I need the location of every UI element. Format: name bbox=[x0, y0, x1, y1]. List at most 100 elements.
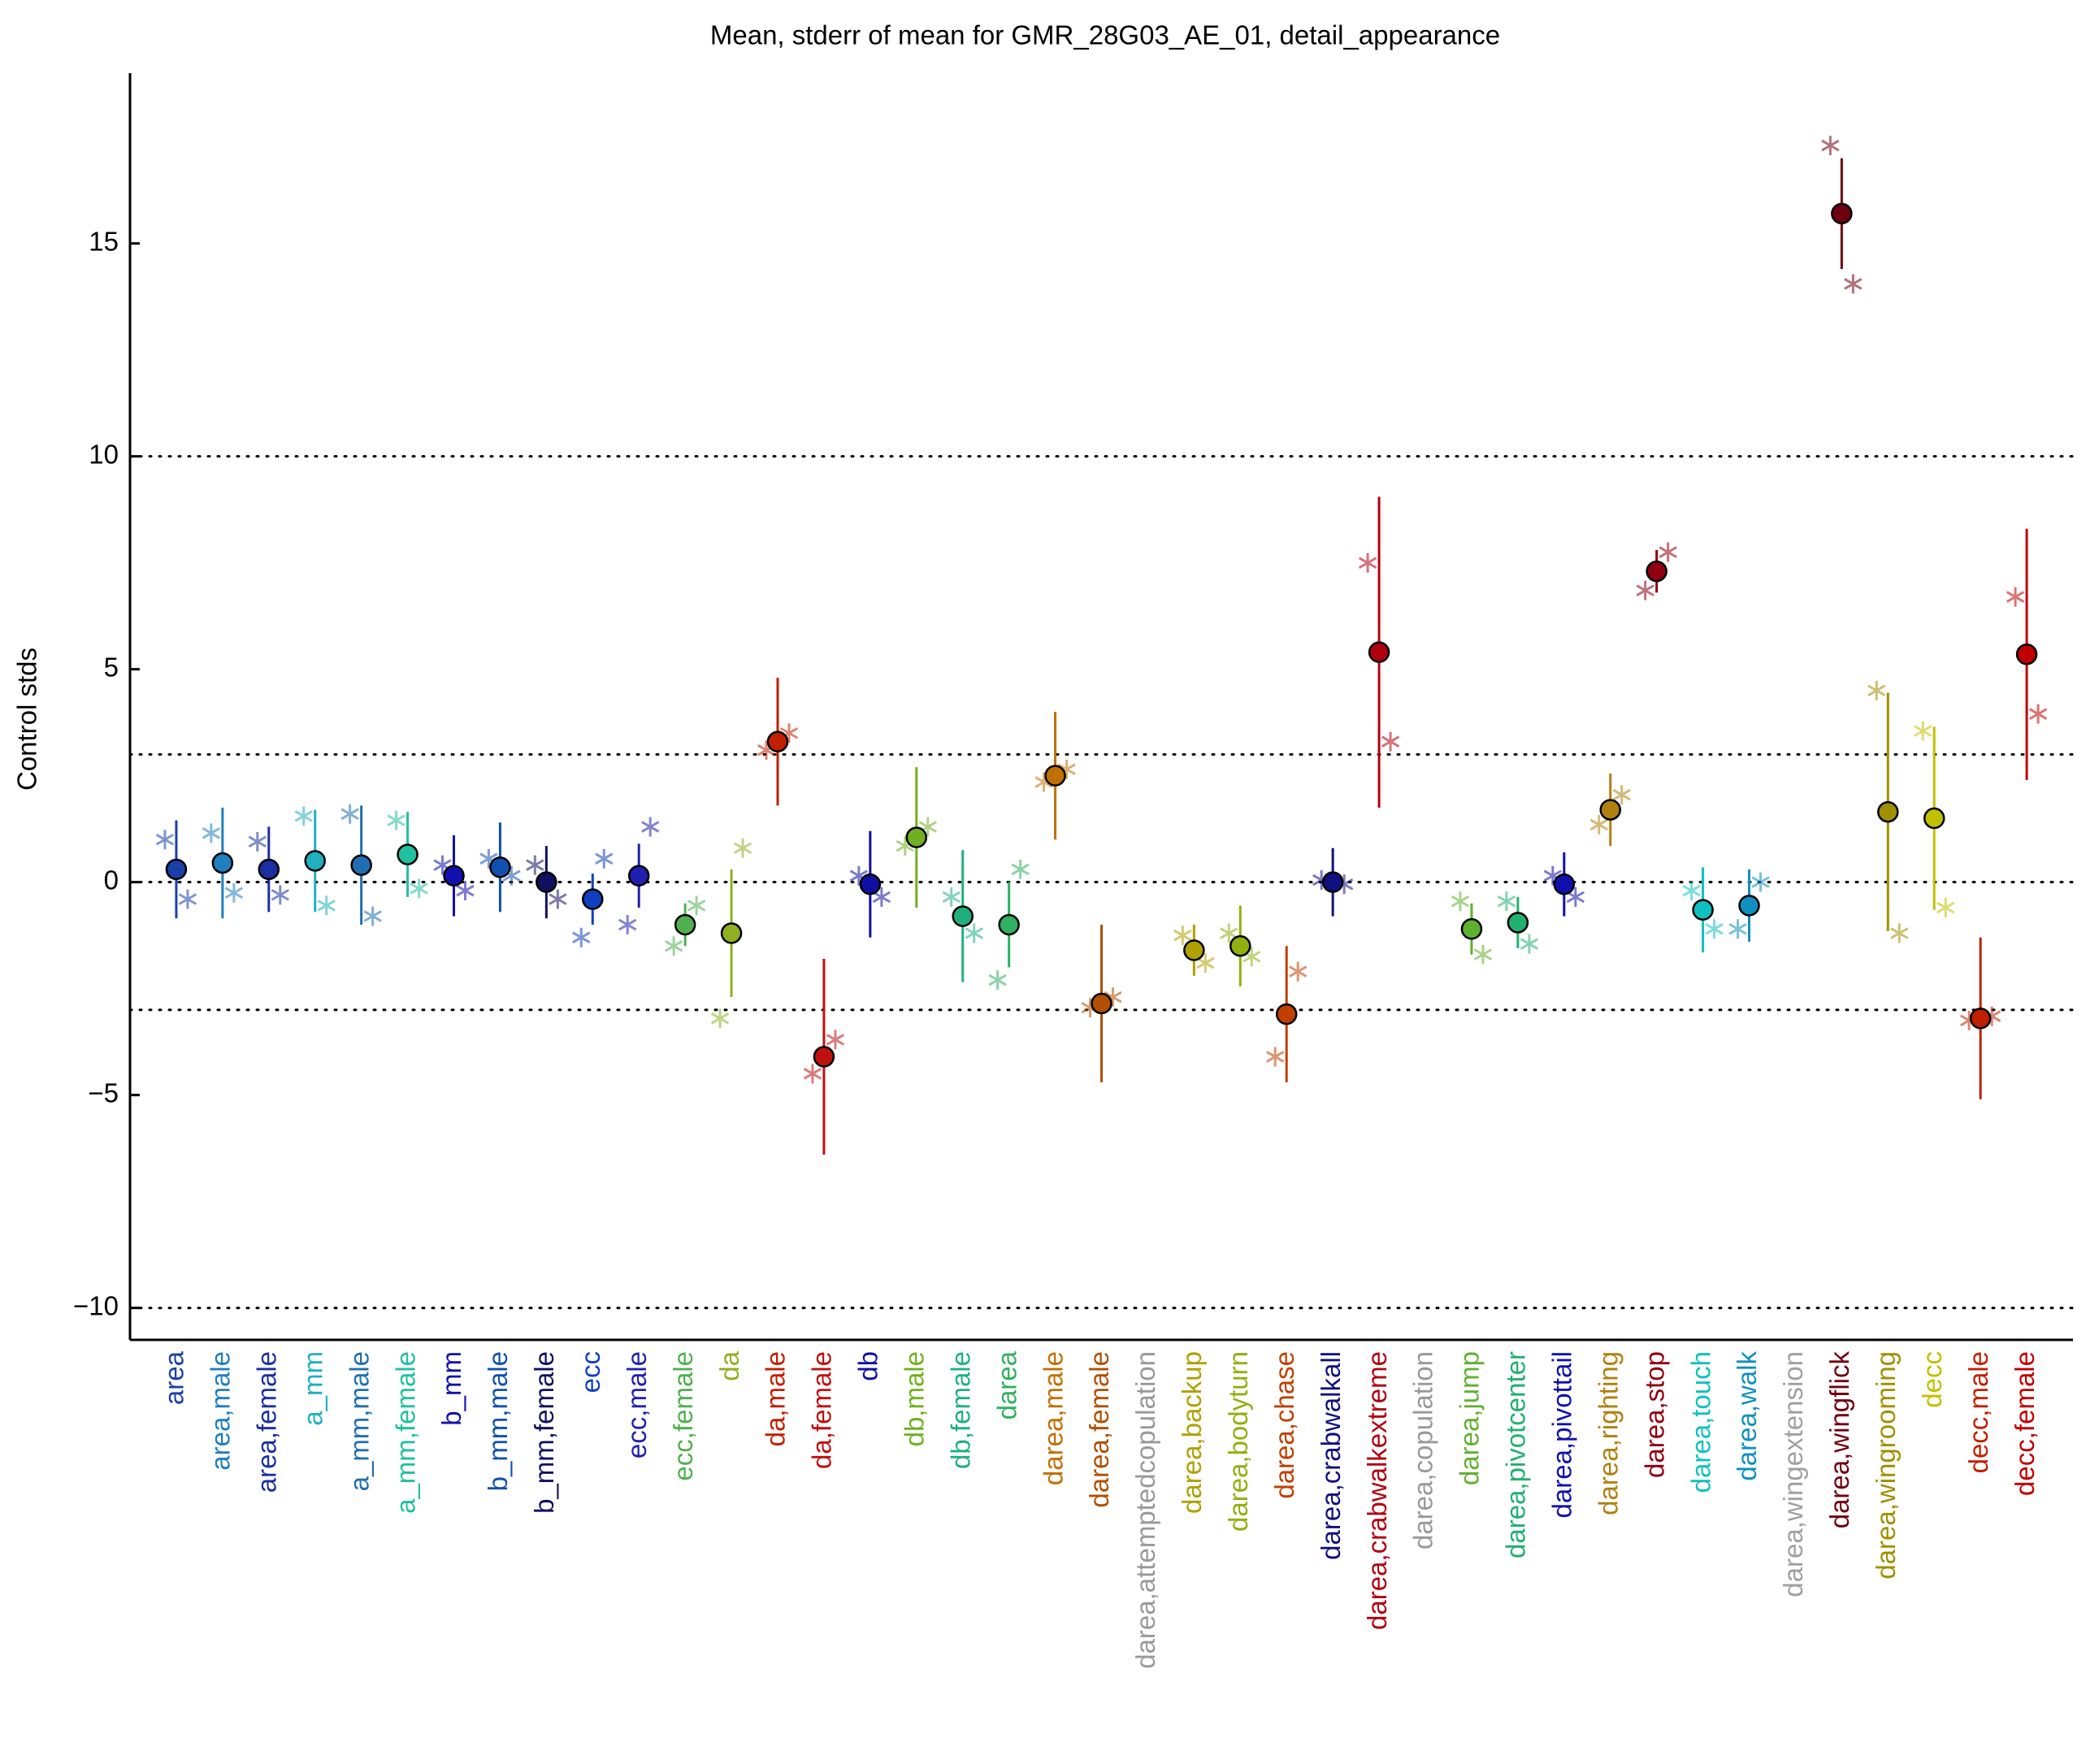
x-tick-label: da bbox=[714, 1350, 744, 1380]
star-marker bbox=[202, 823, 221, 843]
star-marker bbox=[2006, 587, 2025, 607]
y-tick-label: 10 bbox=[89, 439, 119, 469]
mean-marker bbox=[211, 852, 234, 874]
mean-marker bbox=[905, 826, 928, 848]
star-marker bbox=[965, 923, 983, 943]
mean-marker bbox=[1044, 765, 1066, 787]
mean-marker bbox=[1183, 939, 1205, 961]
y-axis-label: Control stds bbox=[12, 648, 42, 791]
star-marker bbox=[363, 906, 382, 926]
x-tick-label: ecc bbox=[575, 1351, 605, 1393]
star-marker bbox=[1844, 274, 1863, 294]
star-marker bbox=[988, 970, 1007, 990]
star-marker bbox=[1358, 553, 1377, 573]
star-marker bbox=[803, 1064, 822, 1084]
x-tick-label: a_mm,female bbox=[390, 1351, 420, 1514]
star-marker bbox=[710, 1008, 730, 1029]
x-tick-label: darea,pivottail bbox=[1547, 1351, 1577, 1518]
mean-marker bbox=[582, 888, 604, 910]
x-tick-label: darea,walk bbox=[1732, 1351, 1762, 1481]
x-tick-label: darea,touch bbox=[1685, 1351, 1715, 1493]
x-tick-label: ecc,male bbox=[622, 1351, 652, 1458]
star-marker bbox=[456, 881, 475, 901]
mean-marker bbox=[489, 856, 511, 878]
x-tick-label: da,male bbox=[761, 1351, 791, 1446]
mean-marker bbox=[720, 922, 743, 944]
star-marker bbox=[1011, 859, 1030, 879]
star-marker bbox=[1173, 925, 1192, 946]
mean-marker bbox=[1599, 799, 1621, 821]
x-tick-label: darea,pivotcenter bbox=[1501, 1351, 1531, 1558]
x-tick-label: decc,female bbox=[2010, 1351, 2040, 1496]
star-marker bbox=[1220, 923, 1238, 943]
x-tick-label: area,male bbox=[206, 1351, 236, 1471]
star-marker bbox=[248, 831, 267, 852]
mean-marker bbox=[1275, 1003, 1298, 1025]
star-marker bbox=[224, 882, 244, 903]
star-marker bbox=[1636, 580, 1654, 600]
x-tick-label: area,female bbox=[252, 1351, 282, 1493]
star-marker bbox=[1936, 898, 1955, 918]
star-marker bbox=[340, 804, 359, 824]
x-tick-label: darea,jump bbox=[1455, 1351, 1485, 1485]
x-tick-label: decc,male bbox=[1963, 1351, 1993, 1473]
star-marker bbox=[572, 927, 591, 947]
star-marker bbox=[1473, 944, 1493, 964]
mean-marker bbox=[1923, 807, 1945, 830]
x-tick-label: darea,righting bbox=[1593, 1351, 1623, 1515]
star-marker bbox=[872, 887, 891, 908]
mean-marker bbox=[443, 865, 465, 887]
star-marker bbox=[595, 848, 614, 869]
x-tick-label: darea,crabwalkall bbox=[1316, 1351, 1346, 1560]
mean-marker bbox=[1460, 918, 1483, 940]
star-marker bbox=[1266, 1047, 1285, 1067]
star-marker bbox=[641, 817, 660, 837]
star-marker bbox=[1497, 891, 1516, 912]
star-marker bbox=[1196, 953, 1215, 973]
x-tick-label: darea,bodyturn bbox=[1223, 1351, 1253, 1532]
y-tick-label: 15 bbox=[89, 226, 119, 256]
star-marker bbox=[1381, 731, 1400, 752]
star-marker bbox=[1659, 542, 1677, 562]
star-marker bbox=[387, 810, 405, 830]
star-marker bbox=[549, 889, 567, 909]
x-tick-label: darea,male bbox=[1038, 1351, 1068, 1485]
star-marker bbox=[155, 830, 175, 850]
x-tick-label: darea,crabwalkextreme bbox=[1362, 1351, 1392, 1630]
x-tick-label: da,female bbox=[807, 1351, 837, 1469]
star-marker bbox=[410, 878, 428, 899]
mean-marker bbox=[1091, 992, 1112, 1015]
x-tick-label: decc bbox=[1917, 1351, 1947, 1408]
mean-marker bbox=[998, 913, 1020, 936]
mean-marker bbox=[350, 854, 372, 876]
x-tick-label: darea,attemptedcopulation bbox=[1130, 1351, 1160, 1669]
star-marker bbox=[687, 895, 706, 916]
mean-marker bbox=[813, 1046, 835, 1068]
x-tick-label: a_mm bbox=[297, 1351, 327, 1426]
y-tick-label: −5 bbox=[88, 1077, 119, 1107]
mean-marker bbox=[627, 865, 650, 887]
chart-title: Mean, stderr of mean for GMR_28G03_AE_01… bbox=[710, 20, 1500, 50]
x-tick-label: darea,wingrooming bbox=[1871, 1351, 1901, 1580]
star-marker bbox=[1289, 961, 1308, 982]
x-tick-label: b_mm,male bbox=[483, 1351, 513, 1491]
star-marker bbox=[1682, 881, 1701, 901]
star-marker bbox=[942, 887, 961, 908]
star-marker bbox=[1589, 814, 1608, 834]
star-marker bbox=[1520, 934, 1539, 954]
mean-marker bbox=[304, 850, 326, 872]
mean-marker bbox=[1692, 899, 1714, 921]
x-tick-label: darea bbox=[991, 1350, 1021, 1419]
mean-marker bbox=[1553, 873, 1576, 895]
star-marker bbox=[1705, 919, 1724, 939]
mean-marker bbox=[1229, 935, 1251, 957]
star-marker bbox=[1751, 872, 1770, 892]
x-tick-label: ecc,female bbox=[668, 1351, 698, 1481]
star-marker bbox=[271, 885, 289, 905]
mean-marker bbox=[1368, 641, 1390, 663]
star-marker bbox=[826, 1029, 845, 1050]
x-tick-label: db,female bbox=[945, 1351, 975, 1469]
mean-marker bbox=[536, 871, 557, 893]
mean-marker bbox=[859, 873, 882, 895]
x-tick-label: darea,wingextension bbox=[1778, 1351, 1808, 1597]
